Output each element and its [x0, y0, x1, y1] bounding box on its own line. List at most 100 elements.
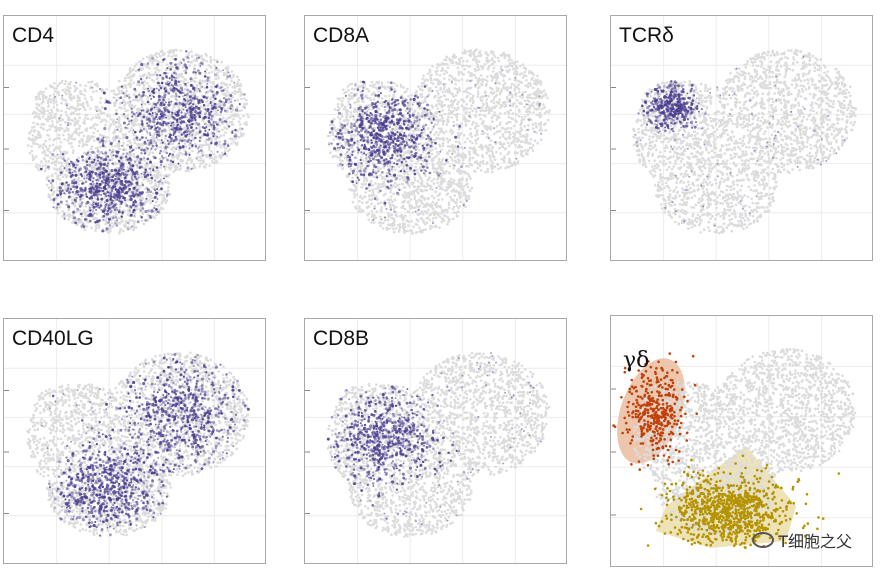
expression-point: [124, 196, 127, 199]
expression-point: [155, 113, 159, 116]
cell-point: [233, 92, 237, 96]
cell-point: [64, 102, 68, 105]
cell-point: [59, 144, 62, 148]
cell-point: [218, 140, 222, 143]
cell-point: [158, 188, 161, 192]
cell-point: [172, 150, 176, 153]
cell-point: [83, 94, 86, 97]
expression-point: [206, 133, 210, 137]
cell-point: [47, 193, 50, 196]
cell-point: [98, 109, 102, 112]
expression-point: [142, 148, 146, 152]
cell-point: [84, 152, 88, 155]
cell-point: [114, 138, 117, 142]
cell-point: [180, 72, 184, 76]
cell-point: [109, 215, 113, 219]
cell-point: [536, 74, 539, 78]
cell-point: [135, 146, 138, 150]
cell-point: [91, 116, 95, 119]
expression-point: [115, 112, 118, 116]
expression-point: [133, 215, 136, 218]
cell-point: [124, 86, 128, 89]
cell-point: [217, 68, 220, 72]
cell-point: [531, 86, 535, 90]
expression-point: [144, 209, 148, 214]
expression-point: [193, 97, 197, 100]
expression-point: [154, 141, 158, 145]
cell-point: [507, 115, 510, 119]
cell-point: [37, 92, 40, 95]
expression-point: [162, 120, 166, 124]
cell-point: [53, 116, 57, 119]
expression-point: [149, 94, 151, 97]
expression-point: [198, 82, 201, 85]
expression-point: [154, 179, 157, 182]
cell-point: [95, 212, 99, 216]
expression-point: [96, 155, 100, 159]
cell-point: [77, 127, 81, 130]
cell-point: [521, 96, 524, 99]
expression-point: [157, 130, 161, 133]
expression-point: [80, 175, 84, 178]
expression-point: [110, 189, 114, 193]
expression-point: [194, 112, 197, 114]
expression-point: [170, 122, 173, 125]
expression-point: [84, 167, 89, 171]
expression-point: [155, 130, 159, 134]
expression-point: [128, 198, 131, 201]
expression-point: [117, 199, 121, 203]
cell-point: [142, 125, 145, 129]
cell-point: [57, 161, 61, 165]
expression-point: [212, 122, 215, 125]
expression-point: [154, 148, 157, 151]
cell-point: [127, 76, 130, 79]
cell-point: [157, 52, 160, 56]
expression-point: [67, 195, 71, 199]
expression-point: [165, 124, 168, 127]
cell-point: [42, 112, 46, 116]
expression-point: [210, 114, 214, 118]
cell-point: [163, 190, 167, 194]
cell-point: [154, 70, 157, 74]
cell-point: [163, 198, 167, 201]
cell-point: [130, 78, 133, 82]
cell-point: [379, 201, 383, 204]
expression-point: [141, 81, 144, 85]
expression-point: [165, 122, 168, 125]
cell-point: [163, 181, 167, 184]
cell-point: [66, 85, 69, 89]
expression-point: [90, 213, 94, 217]
expression-point: [107, 217, 112, 221]
cell-point: [411, 211, 415, 214]
cell-point: [78, 209, 82, 212]
expression-point: [146, 190, 149, 194]
cell-point: [228, 148, 232, 151]
expression-point: [77, 193, 80, 196]
cell-point: [85, 140, 88, 144]
expression-point: [172, 139, 176, 143]
expression-point: [139, 165, 142, 168]
cell-point: [230, 114, 234, 117]
expression-point: [118, 208, 121, 211]
cell-point: [245, 121, 248, 124]
expression-point: [102, 214, 106, 218]
expression-point: [65, 189, 69, 193]
cell-point: [367, 218, 370, 222]
cell-point: [187, 168, 190, 171]
expression-point: [95, 208, 98, 211]
cell-point: [70, 145, 74, 149]
cell-point: [431, 148, 434, 151]
cell-point: [151, 54, 154, 57]
expression-point: [135, 171, 139, 175]
expression-point: [105, 212, 110, 216]
expression-point: [103, 126, 107, 131]
cell-point: [99, 112, 103, 115]
expression-point: [184, 134, 188, 138]
expression-point: [104, 206, 107, 209]
cell-point: [76, 97, 80, 100]
cell-point: [520, 145, 523, 149]
expression-point: [176, 84, 179, 87]
expression-point: [194, 118, 197, 122]
cell-point: [387, 212, 390, 215]
cell-point: [76, 119, 80, 123]
